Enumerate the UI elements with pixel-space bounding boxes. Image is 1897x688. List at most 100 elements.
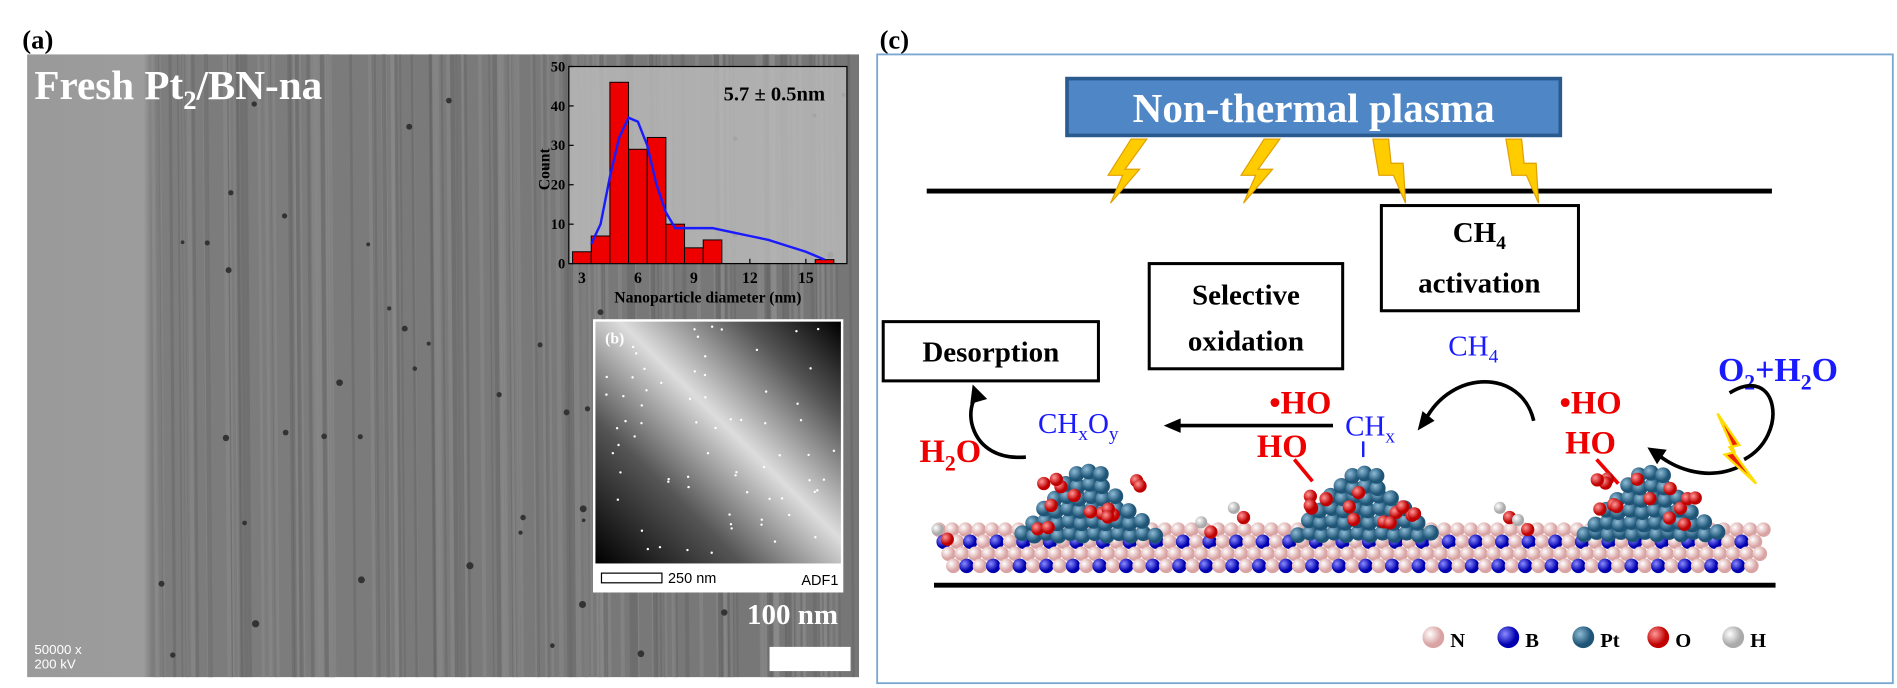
pt-atom bbox=[1082, 476, 1098, 492]
substrate-atom bbox=[1734, 534, 1749, 549]
particle bbox=[597, 309, 604, 316]
h-atom bbox=[931, 523, 944, 536]
pt-atom bbox=[1086, 525, 1103, 542]
substrate-atom bbox=[1189, 534, 1204, 549]
pt-atom bbox=[1350, 524, 1367, 541]
particle bbox=[778, 454, 781, 457]
substrate-atom bbox=[1140, 546, 1156, 562]
y-tick-label: 0 bbox=[558, 256, 565, 272]
particle bbox=[158, 580, 165, 587]
substrate-atom bbox=[1438, 558, 1453, 574]
bonds bbox=[1292, 458, 1620, 485]
o-atom bbox=[1041, 520, 1055, 535]
substrate-atom bbox=[1132, 558, 1147, 574]
substrate-atom bbox=[1229, 534, 1244, 549]
particle bbox=[729, 522, 733, 526]
particle bbox=[543, 166, 549, 171]
chxoy-label: CHxOy bbox=[1038, 408, 1119, 445]
texture-line bbox=[413, 54, 420, 678]
texture-line bbox=[488, 54, 495, 678]
substrate-atom bbox=[1744, 558, 1759, 574]
texture-line bbox=[440, 54, 448, 678]
particle bbox=[658, 545, 662, 549]
activation-label: activation bbox=[1418, 268, 1540, 300]
substrate-atom bbox=[1677, 558, 1693, 574]
substrate-atom bbox=[1521, 534, 1537, 549]
substrate-atom bbox=[1659, 546, 1674, 562]
substrate-atom bbox=[1326, 546, 1342, 562]
o-atom bbox=[1083, 505, 1098, 519]
particle bbox=[704, 396, 707, 399]
texture-line bbox=[327, 54, 337, 678]
pt-atom bbox=[1657, 491, 1674, 508]
pt-atom bbox=[1372, 500, 1389, 516]
particle bbox=[170, 652, 176, 658]
substrate-atom bbox=[1264, 522, 1279, 537]
particle bbox=[813, 490, 817, 494]
substrate-atom bbox=[1047, 546, 1063, 562]
substrate-atom bbox=[1170, 522, 1186, 537]
substrate-atom bbox=[1145, 558, 1161, 574]
texture-line bbox=[297, 54, 306, 678]
substrate-atom bbox=[1074, 546, 1089, 562]
substrate-atom bbox=[985, 558, 1001, 574]
pt-atom bbox=[1300, 512, 1317, 529]
particle bbox=[762, 465, 766, 469]
plasma-box bbox=[1065, 76, 1563, 138]
o-atom bbox=[1347, 512, 1361, 527]
particle bbox=[687, 485, 690, 489]
bar bbox=[665, 223, 686, 265]
catalyst-model bbox=[931, 463, 1771, 574]
substrate-atom bbox=[1747, 534, 1763, 549]
particle bbox=[518, 530, 523, 535]
substrate-atom bbox=[1592, 546, 1608, 562]
substrate-atom bbox=[1172, 558, 1187, 574]
substrate-atom bbox=[1154, 546, 1169, 562]
o-atom bbox=[1236, 510, 1251, 525]
substrate-atom bbox=[1557, 558, 1573, 574]
water-label: H2O bbox=[919, 434, 981, 475]
substrate-atom bbox=[1127, 546, 1142, 562]
y-tick-label: 30 bbox=[551, 138, 566, 154]
substrate-atom bbox=[1504, 558, 1520, 574]
arrowheads bbox=[970, 384, 1667, 465]
particle bbox=[406, 123, 413, 130]
particle bbox=[764, 422, 767, 425]
pt-atom bbox=[1383, 490, 1399, 507]
pt-atom bbox=[1697, 526, 1714, 543]
substrate-atom bbox=[1353, 546, 1369, 562]
pt-atom bbox=[1646, 501, 1663, 518]
texture-line bbox=[222, 54, 232, 678]
substrate-atom bbox=[1273, 546, 1289, 562]
substrate-atom bbox=[1167, 546, 1182, 562]
substrate-atom bbox=[1508, 534, 1523, 549]
pt-atom bbox=[1122, 515, 1138, 532]
particle bbox=[688, 397, 692, 401]
substrate-atom bbox=[1619, 546, 1635, 562]
o-atom bbox=[1407, 507, 1422, 521]
particle bbox=[466, 562, 474, 570]
pt-atom bbox=[1362, 527, 1379, 544]
pt-atom bbox=[1696, 514, 1713, 530]
texture-line bbox=[492, 54, 502, 678]
particle bbox=[816, 327, 820, 331]
particle bbox=[222, 434, 230, 442]
texture-line bbox=[181, 54, 189, 678]
o-atom bbox=[1044, 498, 1058, 513]
substrate-atom bbox=[1699, 546, 1714, 562]
x-axis-label: Nanoparticle diameter (nm) bbox=[614, 289, 801, 306]
substrate-atom bbox=[1007, 546, 1023, 562]
pt-atom bbox=[1634, 504, 1651, 521]
particle bbox=[401, 325, 408, 332]
hydroxyl-label: HO bbox=[1257, 429, 1308, 465]
reactants-label: O2+H2O bbox=[1718, 352, 1838, 394]
texture-line bbox=[228, 54, 235, 678]
substrate-atom bbox=[1499, 546, 1515, 562]
pt-atom bbox=[1062, 525, 1079, 542]
pt-atom bbox=[1074, 527, 1091, 544]
pt-atom bbox=[1050, 527, 1067, 544]
substrate-atom bbox=[1556, 522, 1572, 537]
energy-bolt bbox=[1716, 412, 1758, 485]
texture-line bbox=[449, 54, 460, 678]
substrate-atom bbox=[1451, 558, 1467, 574]
